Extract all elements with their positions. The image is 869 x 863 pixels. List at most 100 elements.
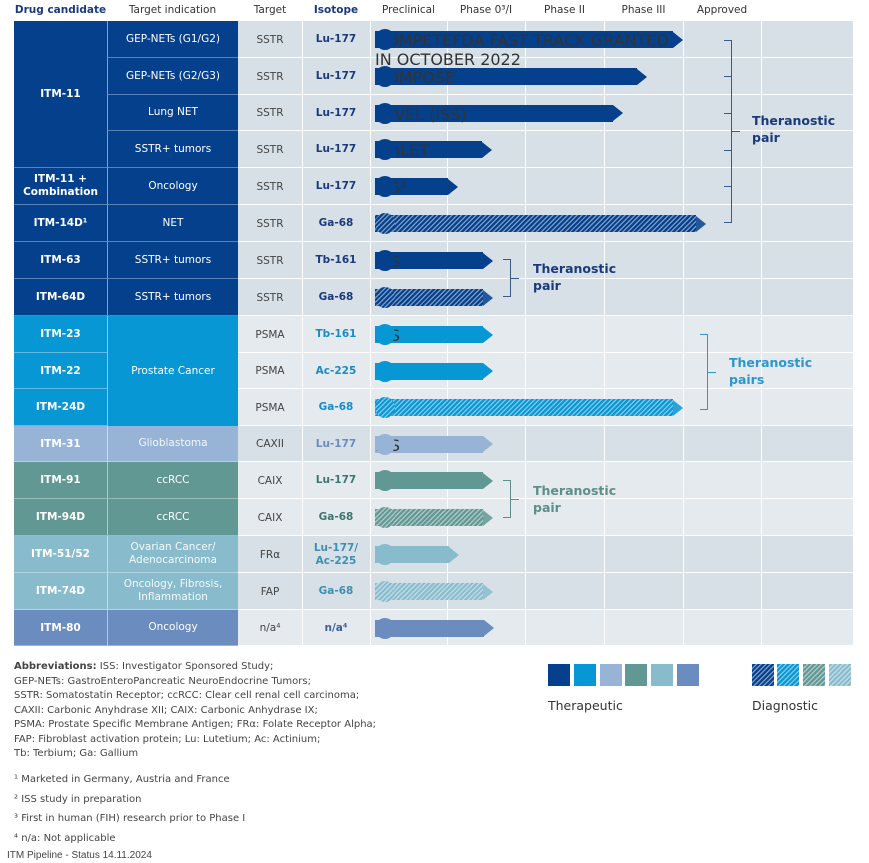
abbreviations-line: Tb: Terbium; Ga: Gallium (14, 748, 139, 759)
progress-bar-body (375, 544, 449, 565)
abbreviations-line: GEP-NETs: GastroEnteroPancreatic NeuroEn… (14, 675, 311, 687)
candidate-itm-11: ITM-11 (14, 21, 107, 168)
indication-label: Adenocarcinoma (129, 554, 217, 566)
candidate-cell: ITM-51/52 (14, 536, 107, 573)
progress-bar: ISS (375, 433, 493, 455)
isotope-cell: Lu-177 (302, 131, 370, 168)
abbreviations-line: PSMA: Prostate Specific Membrane Antigen… (14, 719, 377, 730)
progress-bar-cap (375, 360, 395, 382)
bar-label: LEVEL (ISS) (375, 104, 467, 124)
bracket-tick (724, 113, 732, 115)
progress-bar-body (375, 397, 673, 418)
progress-bar-arrow-icon (483, 289, 493, 306)
bracket-tick (511, 499, 519, 501)
bracket-label-theranostic-pairs: Theranostic pairs (729, 354, 812, 388)
bg-target-sstr (238, 21, 370, 316)
header-preclinical: Preclinical (382, 4, 435, 16)
progress-bar: ISS (375, 250, 493, 271)
bg-target-psma (238, 316, 370, 426)
bracket-tick (724, 150, 732, 152)
candidate-label: ITM-51/52 (31, 548, 90, 560)
gridline-h (238, 130, 853, 131)
progress-bar-arrow-icon (449, 546, 459, 563)
target-cell: CAIX (238, 462, 302, 499)
gridline-h (238, 498, 853, 499)
isotope-label: Ga-68 (318, 217, 354, 229)
legend-swatch-dark-blue (548, 664, 570, 686)
indication-cell: ccRCC (107, 462, 238, 499)
candidate-label: ITM-91 (40, 474, 81, 486)
progress-bar (375, 360, 493, 382)
candidate-cell: ITM-64D (14, 279, 107, 316)
progress-bar (375, 581, 493, 602)
target-label: SSTR (256, 33, 284, 46)
progress-bar-body: ISS (375, 324, 483, 345)
progress-bar-cap (375, 102, 395, 124)
bracket-label-line: Theranostic (729, 355, 813, 370)
target-label: CAIX (257, 474, 283, 487)
isotope-label: Ac-225 (315, 554, 357, 567)
target-label: CAIX (257, 511, 283, 524)
indication-label: Glioblastoma (138, 437, 208, 449)
progress-bar-arrow-icon (673, 399, 683, 416)
legend-swatch-dark-blue-hatched (752, 664, 774, 686)
indication-cell: Glioblastoma (107, 426, 238, 462)
indication-cell: SSTR+ tumors (107, 279, 238, 316)
progress-bar-body: COMPOSE (375, 66, 637, 87)
legend-swatch-light-teal-hatched (829, 664, 851, 686)
footnote-1: ¹ Marketed in Germany, Austria and Franc… (14, 774, 230, 785)
isotope-label: n/a⁴ (324, 621, 348, 634)
isotope-cell: Ga-68 (302, 205, 370, 242)
candidate-label: ITM-24D (35, 401, 86, 413)
progress-bar-cap (375, 507, 395, 528)
gridline-h (238, 204, 853, 205)
progress-bar-cap (375, 397, 395, 418)
isotope-label: Ac-225 (315, 364, 357, 377)
isotope-cell: Ga-68 (302, 279, 370, 316)
isotope-label: Tb-161 (315, 328, 357, 340)
indication-label: Inflammation (138, 591, 208, 603)
progress-bar-arrow-icon (673, 31, 683, 48)
progress-bar-body: ISS (375, 433, 483, 455)
progress-bar-body (375, 507, 483, 528)
indication-label: NET (162, 216, 184, 229)
isotope-label: Lu-177 (315, 437, 357, 450)
candidate-cell: ITM-94D (14, 499, 107, 536)
progress-bar-cap (375, 139, 395, 160)
candidate-cell: ITM-74D (14, 573, 107, 610)
progress-bar-body (375, 213, 696, 234)
isotope-label: Lu-177 (315, 180, 357, 192)
indication-label: Lung NET (148, 106, 198, 118)
indication-cell: Ovarian Cancer/Adenocarcinoma (107, 536, 238, 573)
target-label: SSTR (256, 254, 284, 267)
indication-cell: SSTR+ tumors (107, 242, 238, 279)
progress-bar-cap (375, 433, 395, 455)
header-drug-candidate: Drug candidate (14, 4, 107, 16)
legend-swatch-teal-hatched (803, 664, 825, 686)
indication-cell: ccRCC (107, 499, 238, 536)
bracket-tick (724, 76, 732, 78)
progress-bar-cap (375, 66, 395, 87)
progress-bar-arrow-icon (484, 620, 494, 636)
isotope-label: Lu-177 (315, 33, 357, 45)
target-label: SSTR (256, 180, 284, 193)
bracket-label-theranostic-pair-4: Theranostic pair (533, 482, 616, 516)
progress-bar-body: ISS (375, 250, 483, 271)
bracket-tick (724, 186, 732, 188)
progress-bar-arrow-icon (613, 105, 623, 121)
isotope-cell: Ga-68 (302, 499, 370, 536)
progress-bar-body (375, 470, 483, 491)
bracket-label-line: pair (533, 500, 561, 515)
gridline-h (238, 645, 853, 646)
target-cell: PSMA (238, 353, 302, 389)
isotope-label: Ga-68 (318, 291, 354, 303)
indication-label: Oncology (148, 621, 198, 633)
bracket-tick (732, 131, 740, 133)
gridline-h (238, 388, 853, 389)
gridline-h (238, 535, 853, 536)
target-label: FAP (260, 585, 280, 598)
indication-label: SSTR+ tumors (134, 142, 212, 155)
isotope-label: Ga-68 (318, 401, 354, 413)
gridline-h (238, 167, 853, 168)
bg-target-itm80 (238, 610, 370, 646)
